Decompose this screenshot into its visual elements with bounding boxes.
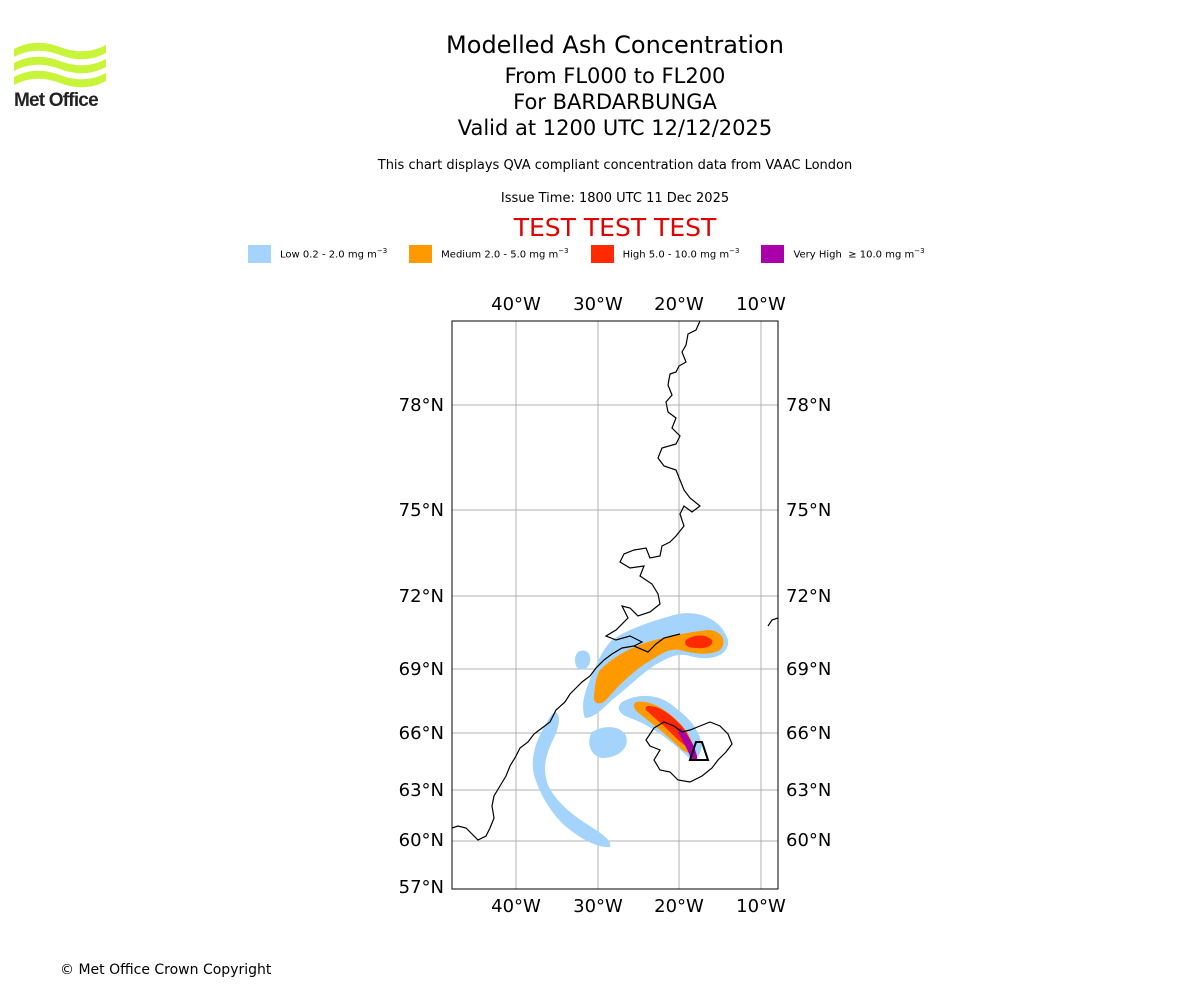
lat-tick-left-72n: 72°N xyxy=(399,586,444,607)
test-banner: TEST TEST TEST xyxy=(513,213,717,242)
ash-high xyxy=(645,635,713,748)
lat-tick-right-72n: 72°N xyxy=(786,586,831,607)
ash-high-iceland-core xyxy=(645,706,691,748)
legend-label-very-high: Very High ≥ 10.0 mg m−3 xyxy=(793,247,925,261)
lon-tick-bottom-10w: 10°W xyxy=(736,896,786,917)
lon-tick-bottom-40w: 40°W xyxy=(491,896,541,917)
lat-tick-right-63n: 63°N xyxy=(786,780,831,801)
ash-low-blob-n xyxy=(574,650,591,670)
flight-levels: From FL000 to FL200 xyxy=(504,64,726,88)
lon-tick-top-40w: 40°W xyxy=(491,294,541,315)
lon-tick-bottom-20w: 20°W xyxy=(654,896,704,917)
chart-subtitle: This chart displays QVA compliant concen… xyxy=(377,158,853,173)
ash-low-blob-sw xyxy=(589,727,627,758)
lon-tick-top-30w: 30°W xyxy=(573,294,623,315)
lat-tick-left-60n: 60°N xyxy=(399,830,444,851)
volcano-marker xyxy=(688,741,710,761)
legend-label-high: High 5.0 - 10.0 mg m−3 xyxy=(622,247,740,261)
met-office-logo xyxy=(14,42,106,88)
ash-high-north-core xyxy=(685,635,713,649)
lat-tick-left-66n: 66°N xyxy=(399,723,444,744)
map-frame xyxy=(451,320,779,890)
issue-time: Issue Time: 1800 UTC 11 Dec 2025 xyxy=(500,191,730,206)
copyright: © Met Office Crown Copyright xyxy=(60,962,272,978)
lat-tick-left-78n: 78°N xyxy=(399,395,444,416)
legend-swatch-high xyxy=(590,245,614,263)
lon-tick-bottom-30w: 30°W xyxy=(573,896,623,917)
lon-tick-top-20w: 20°W xyxy=(654,294,704,315)
legend-item-medium: Medium 2.0 - 5.0 mg m−3 xyxy=(409,245,569,263)
legend-item-high: High 5.0 - 10.0 mg m−3 xyxy=(590,245,740,263)
chart-title: Modelled Ash Concentration xyxy=(446,31,784,59)
lat-tick-right-66n: 66°N xyxy=(786,723,831,744)
legend-label-medium: Medium 2.0 - 5.0 mg m−3 xyxy=(441,247,569,261)
lat-tick-right-69n: 69°N xyxy=(786,659,831,680)
volcano-name: For BARDARBUNGA xyxy=(513,90,717,114)
legend-swatch-medium xyxy=(409,245,433,263)
lat-tick-left-69n: 69°N xyxy=(399,659,444,680)
ash-low-arc-south xyxy=(532,712,611,848)
lat-tick-right-60n: 60°N xyxy=(786,830,831,851)
legend-swatch-low xyxy=(248,245,271,263)
legend-item-low: Low 0.2 - 2.0 mg m−3 xyxy=(248,245,387,263)
map-frame-bg xyxy=(452,321,778,889)
ash-medium-north-plume xyxy=(593,630,724,704)
met-office-logo-text: Met Office xyxy=(14,90,99,111)
lat-tick-left-75n: 75°N xyxy=(399,500,444,521)
legend-swatch-very-high xyxy=(761,245,785,263)
coastline-greenland xyxy=(452,321,701,841)
coastline-iceland xyxy=(645,721,733,783)
lat-tick-left-63n: 63°N xyxy=(399,780,444,801)
legend: Low 0.2 - 2.0 mg m−3 Medium 2.0 - 5.0 mg… xyxy=(248,244,947,264)
legend-label-low: Low 0.2 - 2.0 mg m−3 xyxy=(280,247,388,261)
legend-item-very-high: Very High ≥ 10.0 mg m−3 xyxy=(761,245,925,263)
valid-time: Valid at 1200 UTC 12/12/2025 xyxy=(457,116,773,140)
lat-tick-right-78n: 78°N xyxy=(786,395,831,416)
lat-tick-left-57n: 57°N xyxy=(399,877,444,898)
coastline-greenland-east xyxy=(633,633,681,653)
lon-tick-top-10w: 10°W xyxy=(736,294,786,315)
lat-tick-right-75n: 75°N xyxy=(786,500,831,521)
coastline-jan-mayen xyxy=(767,617,778,627)
